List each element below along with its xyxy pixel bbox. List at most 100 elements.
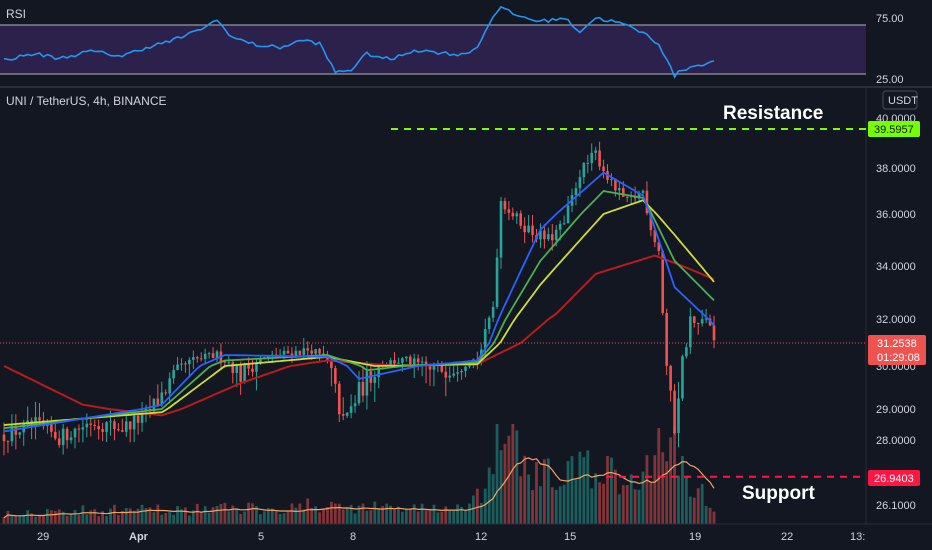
candle	[353, 395, 357, 413]
candle	[673, 384, 676, 435]
candle	[113, 419, 116, 441]
volume-bar	[85, 514, 89, 524]
volume-bar	[152, 512, 156, 524]
candle	[97, 419, 100, 440]
candle	[610, 173, 613, 187]
candle-body	[681, 356, 684, 399]
candle-body	[590, 152, 594, 163]
volume-bar	[357, 505, 361, 524]
candle-body	[361, 382, 365, 396]
volume-bar	[101, 511, 105, 524]
candle	[251, 359, 254, 377]
candle-body	[594, 150, 597, 153]
volume-bar	[270, 508, 274, 524]
volume-bar	[148, 507, 152, 524]
candle	[566, 196, 570, 224]
volume-bar	[353, 513, 357, 524]
volume-bar	[337, 503, 341, 524]
candle	[207, 351, 211, 359]
candle	[235, 363, 239, 387]
candle-body	[574, 188, 578, 196]
candle-body	[61, 428, 65, 446]
candle	[18, 431, 22, 439]
candle-body	[373, 377, 377, 383]
candle	[598, 141, 601, 171]
candle	[582, 162, 586, 184]
candle-body	[215, 351, 219, 358]
volume-bar	[219, 504, 223, 524]
volume-bar	[684, 476, 688, 524]
volume-bar	[207, 512, 211, 524]
candle	[231, 359, 235, 384]
candle	[594, 146, 597, 161]
volume-layer	[2, 424, 716, 524]
candle-body	[290, 353, 294, 357]
candle-body	[69, 437, 73, 441]
volume-bar	[239, 513, 243, 524]
volume-bar	[203, 506, 207, 524]
volume-bar	[424, 510, 428, 524]
candle	[34, 401, 37, 440]
candle	[337, 380, 341, 423]
candle-body	[2, 434, 6, 442]
candle-body	[357, 382, 361, 404]
volume-bar	[586, 450, 590, 524]
volume-bar	[14, 515, 18, 524]
candle	[195, 355, 199, 363]
candle-body	[641, 190, 645, 193]
candle-body	[685, 347, 688, 357]
candle-body	[665, 312, 668, 366]
volume-bar	[140, 504, 144, 524]
volume-bar	[416, 511, 420, 524]
candle-body	[432, 365, 436, 370]
candle-body	[188, 359, 191, 365]
volume-bar	[326, 507, 329, 524]
candle-body	[389, 360, 392, 365]
resistance-price-tag: 39.5957	[868, 121, 920, 137]
volume-bar	[523, 455, 527, 524]
volume-bar	[704, 505, 708, 524]
volume-bar	[73, 510, 77, 524]
candle	[61, 423, 65, 455]
currency-button[interactable]: USDT	[882, 90, 918, 110]
volume-bar	[381, 506, 385, 524]
support-annotation: Support	[742, 483, 815, 504]
volume-bar	[412, 504, 416, 524]
volume-bar	[144, 508, 148, 524]
volume-bar	[483, 488, 487, 524]
volume-bar	[156, 504, 160, 524]
candle-body	[57, 438, 61, 446]
candle-body	[700, 319, 704, 324]
candle-body	[326, 357, 329, 361]
volume-bar	[677, 475, 680, 524]
volume-bar	[116, 515, 120, 524]
candle-body	[168, 378, 171, 394]
candle-body	[523, 225, 526, 233]
time-axis[interactable]: 29 Apr 5 8 12 15 19 22 13:	[37, 531, 865, 543]
candle	[452, 364, 455, 378]
price-axis[interactable]: 40.0000 38.0000 36.0000 34.0000 32.0000 …	[876, 113, 916, 512]
candle-body	[318, 349, 321, 354]
candle-body	[337, 383, 341, 415]
volume-bar	[278, 513, 282, 524]
candle-body	[408, 356, 412, 364]
price-tick: 34.0000	[876, 261, 916, 273]
candle	[53, 421, 57, 441]
volume-bar	[89, 510, 93, 524]
volume-bar	[191, 510, 195, 524]
candle	[685, 343, 688, 359]
candle	[180, 358, 183, 371]
candle	[243, 362, 246, 384]
time-tick: 19	[689, 531, 701, 543]
candle-body	[50, 423, 53, 432]
volume-bar	[460, 506, 463, 524]
candle	[357, 371, 361, 406]
candle-body	[298, 350, 302, 355]
volume-bar	[227, 511, 231, 524]
candle	[653, 230, 657, 248]
volume-bar	[420, 503, 424, 524]
candle-body	[397, 362, 400, 364]
candle-body	[334, 368, 337, 384]
candle-body	[712, 325, 716, 341]
